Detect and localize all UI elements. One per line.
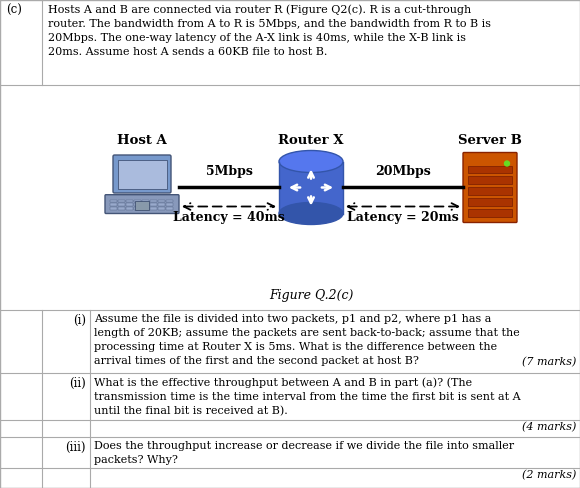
Bar bbox=[150, 207, 157, 209]
Bar bbox=[110, 207, 117, 209]
Bar bbox=[158, 200, 165, 203]
Text: Latency = 40ms: Latency = 40ms bbox=[173, 211, 285, 224]
Bar bbox=[126, 207, 133, 209]
FancyBboxPatch shape bbox=[105, 195, 179, 214]
Text: Server B: Server B bbox=[458, 135, 522, 147]
Bar bbox=[134, 200, 141, 203]
Bar bbox=[135, 201, 149, 209]
Ellipse shape bbox=[279, 150, 343, 172]
FancyBboxPatch shape bbox=[463, 152, 517, 223]
Circle shape bbox=[505, 161, 509, 166]
Bar bbox=[142, 207, 149, 209]
Bar bbox=[158, 203, 165, 206]
Text: Assume the file is divided into two packets, p1 and p2, where p1 has a
length of: Assume the file is divided into two pack… bbox=[94, 314, 520, 366]
Bar bbox=[166, 200, 173, 203]
Bar bbox=[118, 207, 125, 209]
Text: (4 marks): (4 marks) bbox=[521, 422, 576, 432]
Text: (2 marks): (2 marks) bbox=[521, 470, 576, 480]
Text: Does the throughput increase or decrease if we divide the file into smaller
pack: Does the throughput increase or decrease… bbox=[94, 441, 514, 465]
Bar bbox=[468, 198, 512, 205]
Text: (i): (i) bbox=[73, 314, 86, 327]
Bar bbox=[150, 203, 157, 206]
Text: Hosts A and B are connected via router R (Figure Q2(c). R is a cut-through
route: Hosts A and B are connected via router R… bbox=[48, 4, 491, 57]
Bar bbox=[126, 200, 133, 203]
Text: Figure Q.2(c): Figure Q.2(c) bbox=[269, 289, 353, 302]
Text: 20Mbps: 20Mbps bbox=[375, 165, 431, 179]
Bar bbox=[118, 203, 125, 206]
Text: (7 marks): (7 marks) bbox=[521, 357, 576, 367]
Bar bbox=[279, 162, 343, 214]
Text: (ii): (ii) bbox=[69, 377, 86, 390]
Bar bbox=[134, 203, 141, 206]
Bar bbox=[110, 200, 117, 203]
Ellipse shape bbox=[279, 203, 343, 224]
Bar bbox=[468, 165, 512, 173]
Text: 5Mbps: 5Mbps bbox=[205, 165, 252, 179]
Bar bbox=[166, 207, 173, 209]
Bar bbox=[118, 160, 166, 188]
Bar bbox=[134, 207, 141, 209]
Bar bbox=[142, 200, 149, 203]
Bar bbox=[158, 207, 165, 209]
Bar bbox=[110, 203, 117, 206]
Text: Router X: Router X bbox=[278, 135, 344, 147]
Bar bbox=[150, 200, 157, 203]
Bar bbox=[166, 203, 173, 206]
Bar bbox=[118, 200, 125, 203]
Bar bbox=[126, 203, 133, 206]
FancyBboxPatch shape bbox=[113, 155, 171, 193]
Bar bbox=[468, 209, 512, 217]
Text: Latency = 20ms: Latency = 20ms bbox=[347, 211, 459, 224]
Text: What is the effective throughput between A and B in part (a)? (The
transmission : What is the effective throughput between… bbox=[94, 377, 521, 416]
Text: (iii): (iii) bbox=[66, 441, 86, 454]
Text: Host A: Host A bbox=[117, 135, 167, 147]
Bar bbox=[468, 176, 512, 184]
Bar bbox=[468, 187, 512, 195]
Text: (c): (c) bbox=[6, 4, 22, 17]
Bar bbox=[142, 203, 149, 206]
